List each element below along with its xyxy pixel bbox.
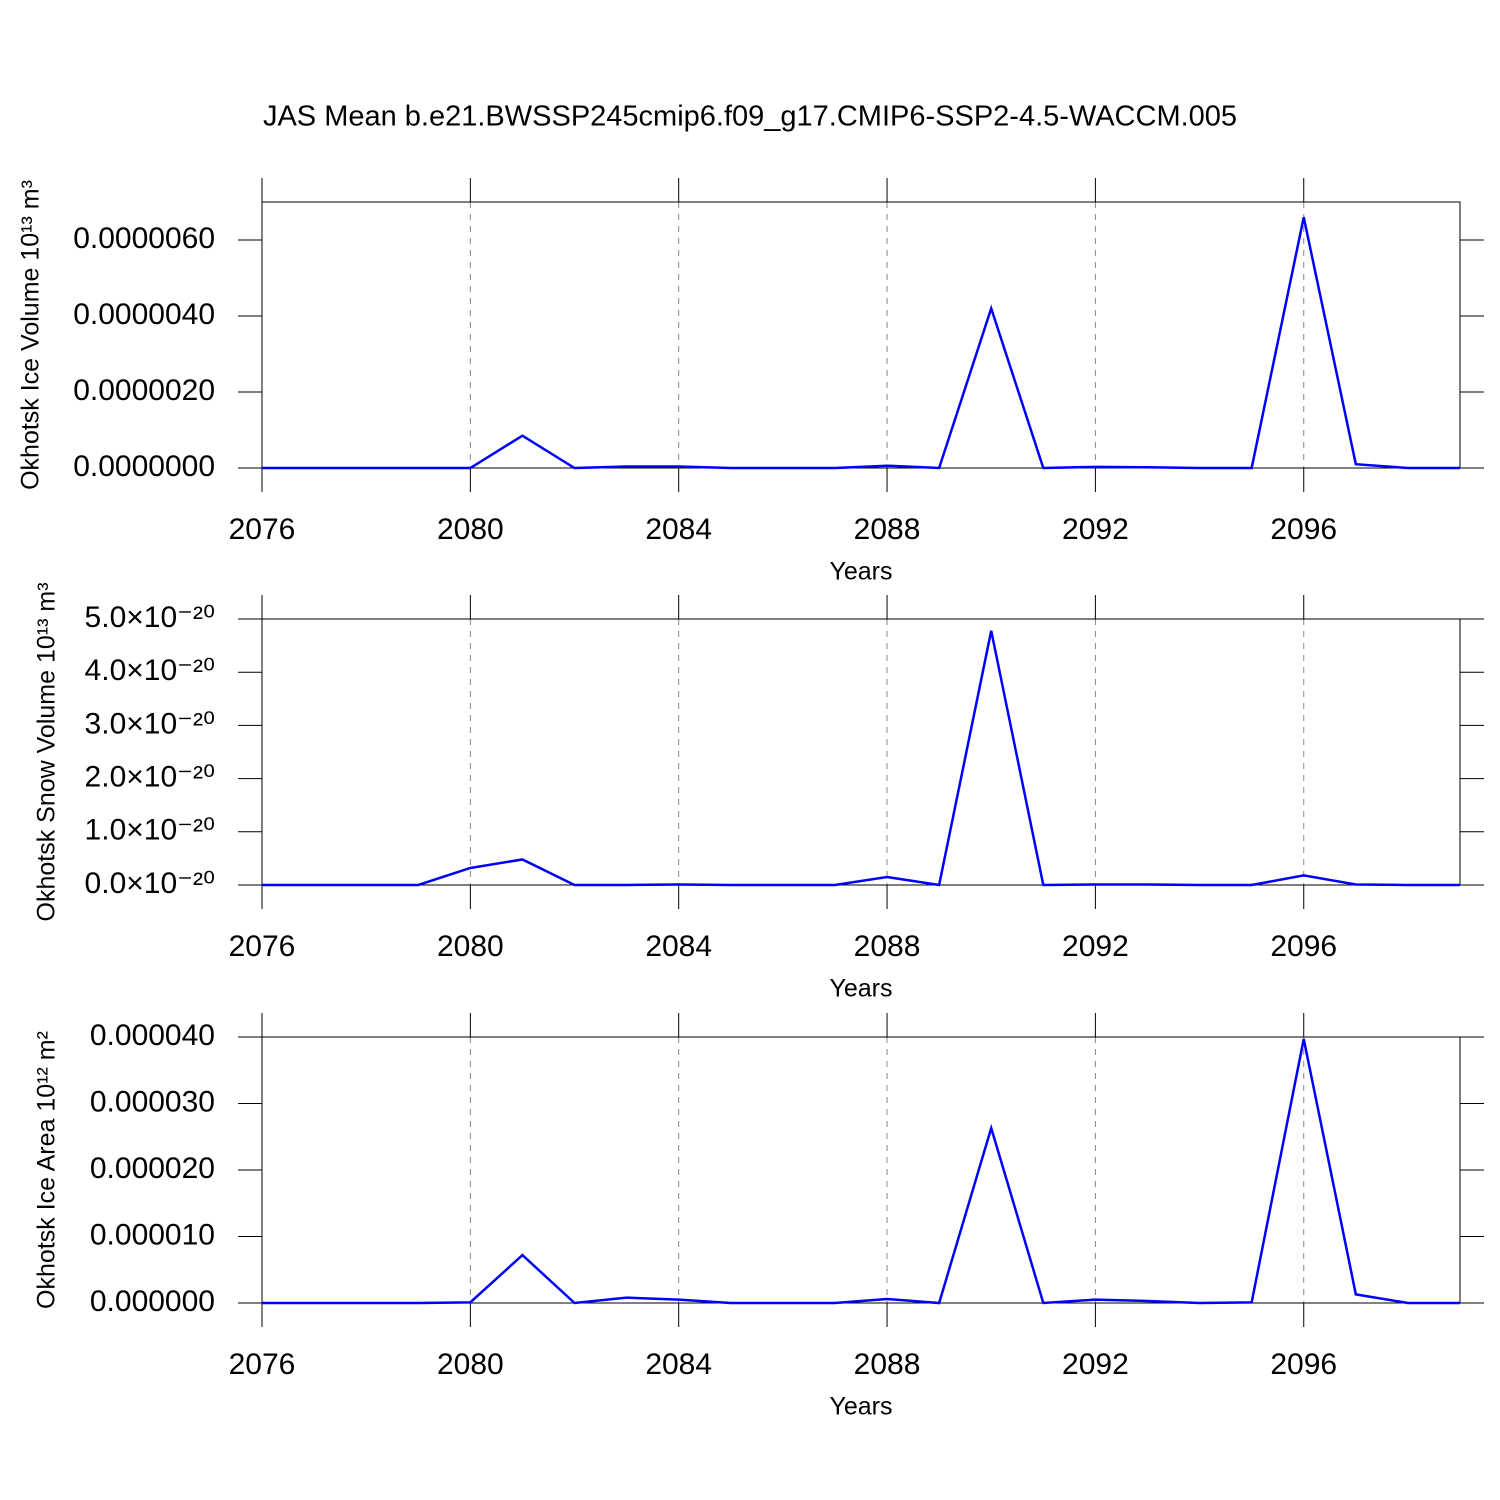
data-line [262,216,1460,470]
y-tick-label: 0.0×10⁻²⁰ [85,867,215,900]
x-tick-label: 2096 [1270,930,1337,963]
x-axis-label: Years [829,975,892,1003]
y-tick-label: 5.0×10⁻²⁰ [85,601,215,634]
data-line [262,630,1460,887]
y-tick-label: 0.000000 [90,1285,215,1318]
y-tick-label: 0.0000060 [73,222,215,255]
x-axis-label: Years [829,1393,892,1421]
y-tick-label: 0.0000020 [73,374,215,407]
y-tick-label: 0.0000040 [73,298,215,331]
figure-title: JAS Mean b.e21.BWSSP245cmip6.f09_g17.CMI… [263,101,1237,133]
y-tick-label: 0.000030 [90,1085,215,1118]
y-tick-label: 0.000040 [90,1019,215,1052]
y-tick-label: 3.0×10⁻²⁰ [85,707,215,740]
x-tick-label: 2084 [645,513,712,546]
y-axis-label: Okhotsk Ice Volume 10¹³ m³ [17,180,45,490]
x-tick-label: 2088 [854,513,921,546]
x-tick-label: 2092 [1062,1348,1129,1381]
y-tick-label: 0.0000000 [73,450,215,483]
x-tick-label: 2096 [1270,513,1337,546]
y-tick-label: 4.0×10⁻²⁰ [85,654,215,687]
data-line [262,1038,1460,1305]
y-axis-label: Okhotsk Snow Volume 10¹³ m³ [33,582,61,921]
x-tick-label: 2076 [229,930,296,963]
plot-frame [261,1036,1461,1304]
x-tick-label: 2092 [1062,513,1129,546]
x-tick-label: 2080 [437,1348,504,1381]
y-tick-label: 0.000010 [90,1218,215,1251]
plot-frame [261,618,1461,886]
x-tick-label: 2084 [645,930,712,963]
x-axis-label: Years [829,558,892,586]
x-tick-label: 2088 [854,930,921,963]
x-tick-label: 2080 [437,513,504,546]
x-tick-label: 2088 [854,1348,921,1381]
y-tick-label: 1.0×10⁻²⁰ [85,814,215,847]
y-tick-label: 2.0×10⁻²⁰ [85,761,215,794]
x-tick-label: 2076 [229,513,296,546]
y-tick-label: 0.000020 [90,1152,215,1185]
x-tick-label: 2080 [437,930,504,963]
y-axis-label: Okhotsk Ice Area 10¹² m² [33,1031,61,1309]
x-tick-label: 2092 [1062,930,1129,963]
x-tick-label: 2076 [229,1348,296,1381]
x-tick-label: 2084 [645,1348,712,1381]
x-tick-label: 2096 [1270,1348,1337,1381]
